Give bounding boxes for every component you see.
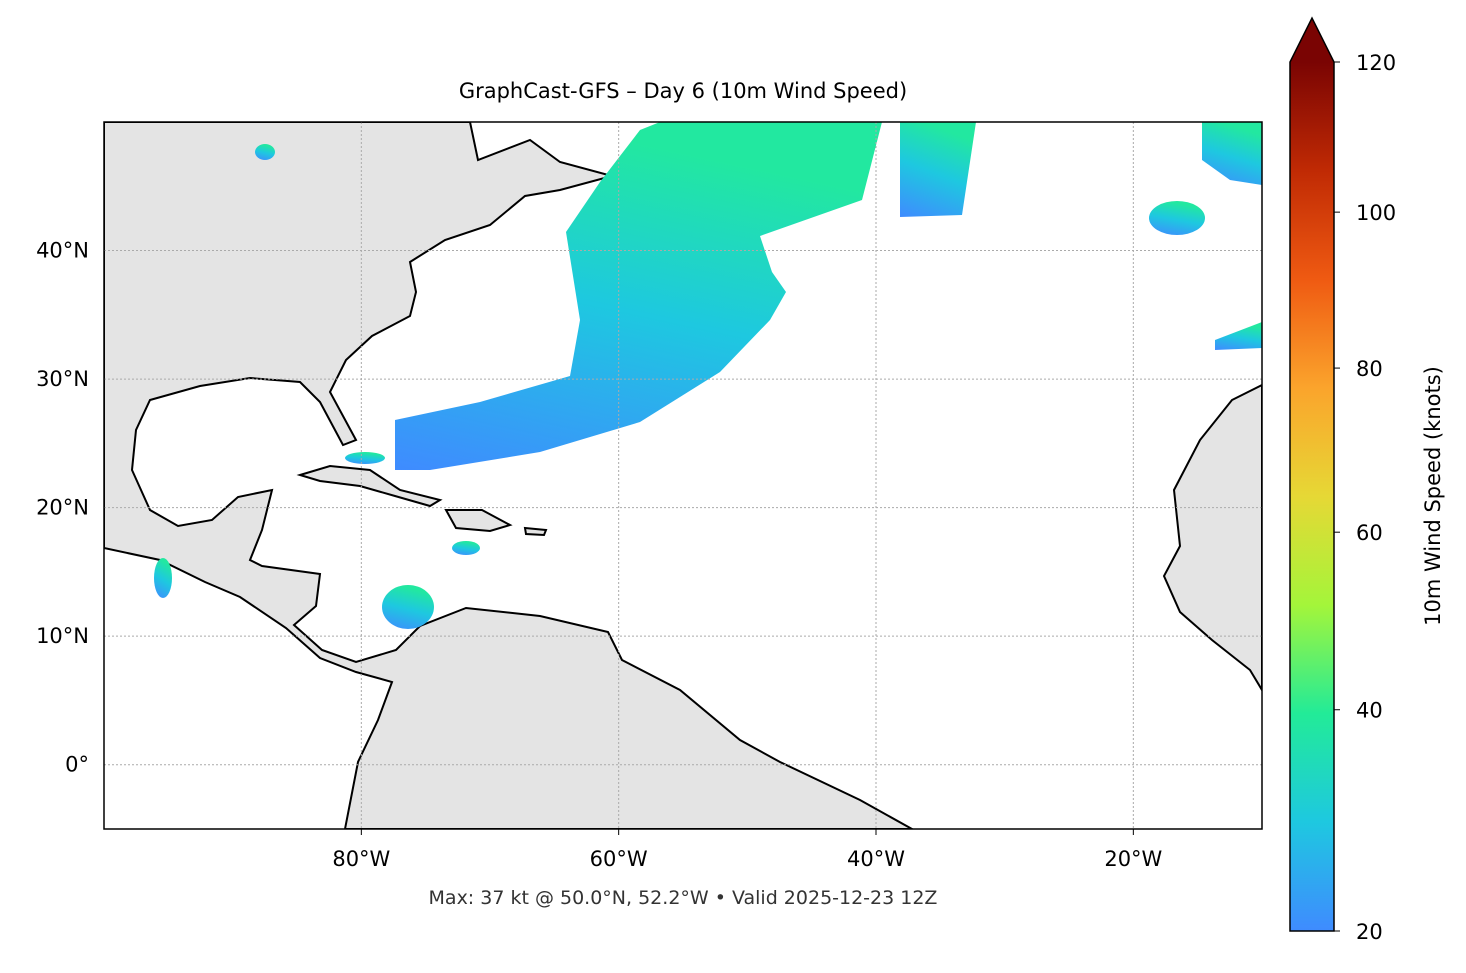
chart-title: GraphCast-GFS – Day 6 (10m Wind Speed) bbox=[459, 79, 907, 103]
colorbar-tick-label: 120 bbox=[1356, 51, 1396, 75]
x-tick-label: 40°W bbox=[847, 847, 905, 871]
y-tick-label: 30°N bbox=[36, 367, 89, 391]
annotation: Max: 37 kt @ 50.0°N, 52.2°W • Valid 2025… bbox=[429, 887, 938, 909]
map bbox=[104, 122, 1262, 829]
colorbar-tick-label: 100 bbox=[1356, 201, 1396, 225]
colorbar-extension bbox=[1290, 18, 1334, 62]
land bbox=[1162, 383, 1262, 692]
colorbar-tick-label: 40 bbox=[1356, 699, 1383, 723]
x-tick-label: 80°W bbox=[332, 847, 390, 871]
plot-frame bbox=[103, 121, 1263, 830]
colorbar-tick-label: 20 bbox=[1356, 920, 1383, 944]
y-tick-label: 0° bbox=[65, 753, 89, 777]
grid bbox=[104, 122, 1262, 829]
colorbar-label: 10m Wind Speed (knots) bbox=[1421, 366, 1445, 626]
colorbar-tick-label: 60 bbox=[1356, 521, 1383, 545]
colorbar-frame bbox=[1289, 16, 1335, 932]
y-tick-label: 20°N bbox=[36, 496, 89, 520]
land bbox=[444, 509, 548, 537]
colorbar-tick-label: 80 bbox=[1356, 357, 1383, 381]
colorbar bbox=[1290, 62, 1334, 931]
x-tick-label: 60°W bbox=[590, 847, 648, 871]
y-tick-label: 40°N bbox=[36, 239, 89, 263]
wind-field bbox=[154, 122, 1262, 629]
x-tick-label: 20°W bbox=[1104, 847, 1162, 871]
y-tick-label: 10°N bbox=[36, 624, 89, 648]
land bbox=[104, 122, 915, 829]
land bbox=[296, 464, 443, 508]
